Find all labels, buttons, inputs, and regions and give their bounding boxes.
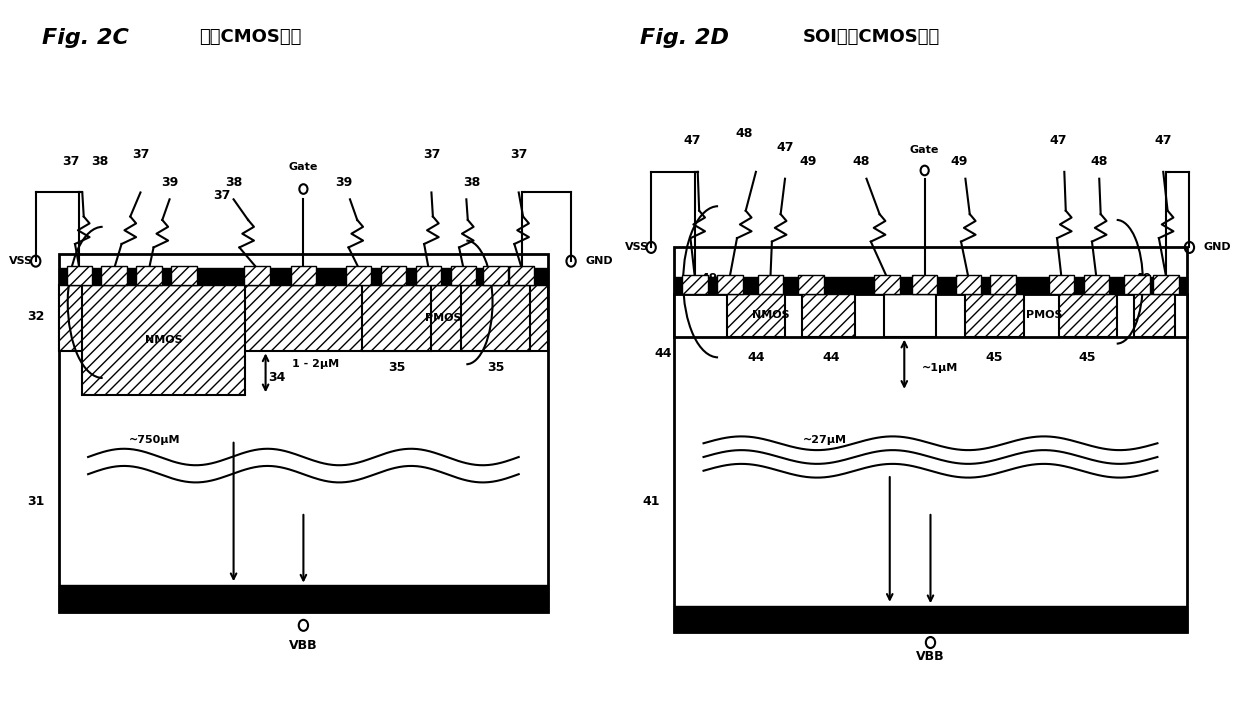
Bar — [60, 285, 548, 350]
Bar — [1049, 275, 1074, 294]
Bar — [717, 275, 743, 294]
Bar — [911, 275, 937, 294]
Bar — [460, 285, 531, 350]
Text: 44: 44 — [748, 350, 765, 364]
Text: 49: 49 — [701, 272, 718, 285]
Text: 47: 47 — [683, 135, 701, 147]
Text: 38: 38 — [464, 175, 481, 189]
Text: 32: 32 — [27, 310, 45, 322]
Bar — [675, 294, 1187, 336]
Bar — [508, 266, 534, 285]
Text: NMOS: NMOS — [145, 335, 182, 345]
Text: SOI上的CMOS构造: SOI上的CMOS构造 — [802, 27, 940, 46]
Bar — [1135, 294, 1174, 336]
Text: 39: 39 — [336, 175, 352, 189]
Text: 39: 39 — [487, 292, 505, 306]
Text: ~750μM: ~750μM — [129, 435, 180, 445]
Bar — [884, 294, 936, 336]
Bar — [1125, 275, 1149, 294]
Bar — [874, 275, 900, 294]
Text: 39: 39 — [161, 175, 179, 189]
Text: 37: 37 — [423, 148, 440, 161]
Text: Fig. 2C: Fig. 2C — [42, 27, 129, 48]
Text: GND: GND — [1204, 243, 1231, 252]
Text: 49: 49 — [951, 155, 968, 168]
Bar — [60, 268, 548, 285]
Text: ~27μM: ~27μM — [802, 435, 847, 445]
Text: 44: 44 — [653, 348, 672, 360]
Text: 31: 31 — [27, 495, 45, 508]
Bar — [244, 266, 269, 285]
Bar — [675, 277, 1187, 294]
Text: 1 - 2μM: 1 - 2μM — [291, 359, 339, 369]
Text: 49: 49 — [1135, 272, 1152, 285]
Text: 47: 47 — [1154, 135, 1172, 147]
Text: 45: 45 — [986, 350, 1003, 364]
Text: Gate: Gate — [289, 162, 319, 172]
Text: 47: 47 — [776, 141, 794, 154]
Text: 48: 48 — [1090, 155, 1107, 168]
Text: 34: 34 — [269, 372, 286, 384]
Text: 标准CMOS构造: 标准CMOS构造 — [198, 27, 301, 46]
Bar — [675, 606, 1187, 632]
Text: 37: 37 — [213, 189, 231, 203]
Text: ~1μM: ~1μM — [921, 362, 959, 373]
Bar — [290, 266, 316, 285]
Bar — [67, 266, 92, 285]
Text: 37: 37 — [62, 155, 79, 168]
Text: 44: 44 — [823, 350, 841, 364]
Text: PMOS: PMOS — [425, 313, 461, 323]
Bar — [415, 266, 441, 285]
Bar — [346, 266, 372, 285]
Bar — [60, 585, 548, 611]
Text: NMOS: NMOS — [751, 311, 790, 320]
Bar — [802, 294, 854, 336]
Text: VSS: VSS — [9, 256, 33, 266]
Bar — [450, 266, 476, 285]
Text: 48: 48 — [852, 155, 869, 168]
Text: 35: 35 — [487, 361, 505, 374]
Text: VBB: VBB — [289, 639, 317, 653]
Bar — [991, 275, 1016, 294]
Bar — [381, 266, 407, 285]
Text: 38: 38 — [224, 175, 242, 189]
Bar — [727, 294, 785, 336]
Bar — [60, 254, 548, 611]
Bar — [362, 285, 432, 350]
Text: VBB: VBB — [916, 650, 945, 662]
Bar — [1084, 275, 1109, 294]
Bar — [799, 275, 825, 294]
Text: 41: 41 — [642, 495, 660, 508]
Bar — [82, 285, 246, 395]
Text: Fig. 2D: Fig. 2D — [640, 27, 729, 48]
Text: 45: 45 — [1079, 350, 1096, 364]
Text: VSS: VSS — [625, 243, 649, 252]
Text: GND: GND — [585, 256, 614, 266]
Text: 37: 37 — [131, 148, 149, 161]
Text: 49: 49 — [800, 155, 817, 168]
Text: 35: 35 — [388, 361, 405, 374]
Bar — [482, 266, 508, 285]
Bar — [682, 275, 708, 294]
Bar — [171, 266, 197, 285]
Text: 37: 37 — [510, 148, 527, 161]
Bar — [966, 294, 1023, 336]
Text: PMOS: PMOS — [1025, 311, 1063, 320]
Text: 38: 38 — [91, 155, 108, 168]
Bar — [956, 275, 981, 294]
Text: 48: 48 — [735, 128, 753, 140]
Bar — [1153, 275, 1179, 294]
Bar — [102, 266, 126, 285]
Bar — [758, 275, 784, 294]
Text: 47: 47 — [1050, 135, 1068, 147]
Text: Gate: Gate — [910, 144, 940, 155]
Bar — [1059, 294, 1117, 336]
Bar — [675, 247, 1187, 632]
Bar — [136, 266, 162, 285]
Text: 39: 39 — [86, 292, 103, 306]
